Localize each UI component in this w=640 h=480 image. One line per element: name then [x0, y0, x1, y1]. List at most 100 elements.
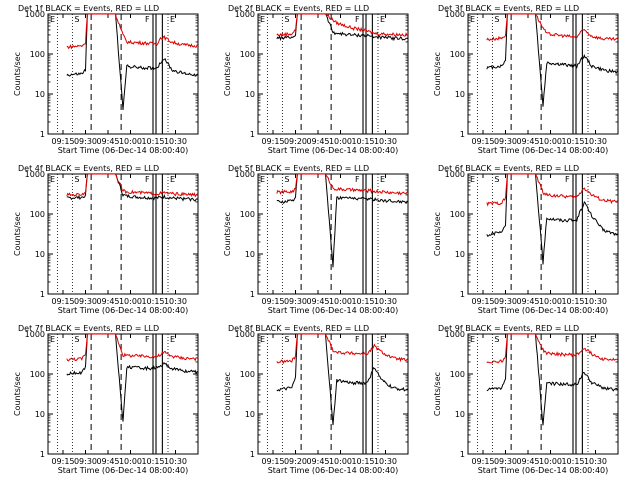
- plot-frame: [47, 173, 199, 295]
- x-tick-label: 09:45: [306, 137, 329, 146]
- y-tick-label: 100: [450, 50, 465, 59]
- y-tick-label: 1: [460, 450, 465, 459]
- x-tick-label: 09:15: [261, 137, 284, 146]
- y-tick-label: 1: [40, 130, 45, 139]
- region-label-s: S: [74, 15, 79, 24]
- x-tick-label: 09:15: [51, 297, 74, 306]
- x-tick-label: 10:00: [539, 137, 562, 146]
- x-tick-label: 09:45: [306, 457, 329, 466]
- lld-series-line: [486, 334, 618, 364]
- x-tick-label: 10:30: [374, 297, 397, 306]
- y-tick-label: 10: [245, 90, 255, 99]
- chart-panel: Det 4f BLACK = Events, RED = LLD 1 10 100 10…: [13, 164, 199, 315]
- panel-title: Det 5f BLACK = Events, RED = LLD: [228, 164, 369, 173]
- region-label-e: E: [170, 15, 175, 24]
- panel-title: Det 2f BLACK = Events, RED = LLD: [228, 4, 369, 13]
- plot-frame: [47, 333, 199, 455]
- region-label-s: S: [494, 175, 499, 184]
- x-axis-label: Start Time (06-Dec-14 08:00:40): [58, 306, 189, 315]
- x-tick-label: 10:00: [329, 137, 352, 146]
- panel-title: Det 8f BLACK = Events, RED = LLD: [228, 324, 369, 333]
- events-series-line: [486, 334, 618, 426]
- x-tick-label: 09:30: [74, 457, 97, 466]
- plot-frame: [257, 333, 409, 455]
- region-label-e: E: [50, 335, 55, 344]
- chart-panel: Det 5f BLACK = Events, RED = LLD 1 10 100 10…: [223, 164, 409, 315]
- x-axis-label: Start Time (06-Dec-14 08:00:40): [268, 466, 399, 475]
- y-tick-label: 1: [250, 450, 255, 459]
- y-tick-label: 10: [455, 410, 465, 419]
- region-label-e: E: [50, 175, 55, 184]
- x-tick-label: 10:30: [164, 137, 187, 146]
- y-tick-label: 10: [35, 250, 45, 259]
- region-label-e: E: [380, 335, 385, 344]
- region-label-f: F: [565, 15, 570, 24]
- region-label-e: E: [380, 15, 385, 24]
- region-label-s: S: [494, 15, 499, 24]
- x-tick-label: 10:30: [584, 457, 607, 466]
- x-tick-label: 09:45: [96, 297, 119, 306]
- x-tick-label: 09:45: [96, 457, 119, 466]
- region-label-s: S: [74, 175, 79, 184]
- events-series-line: [66, 14, 198, 111]
- chart-panel: Det 6f BLACK = Events, RED = LLD 1 10 100 10…: [433, 164, 619, 315]
- y-tick-label: 1000: [445, 10, 465, 19]
- x-tick-label: 09:30: [74, 297, 97, 306]
- y-axis-label: Counts/sec: [223, 372, 232, 416]
- x-tick-label: 09:20: [284, 137, 307, 146]
- region-label-s: S: [284, 335, 289, 344]
- y-tick-label: 1000: [235, 170, 255, 179]
- x-tick-label: 10:30: [374, 457, 397, 466]
- region-label-f: F: [145, 15, 150, 24]
- y-axis-label: Counts/sec: [433, 52, 442, 96]
- x-tick-label: 09:30: [494, 297, 517, 306]
- y-tick-label: 100: [30, 50, 45, 59]
- y-tick-label: 1000: [25, 330, 45, 339]
- x-axis-label: Start Time (06-Dec-14 08:00:40): [58, 146, 189, 155]
- x-tick-label: 10:15: [351, 457, 374, 466]
- region-label-f: F: [145, 175, 150, 184]
- x-tick-label: 10:15: [141, 297, 164, 306]
- x-tick-label: 10:30: [164, 457, 187, 466]
- x-axis-label: Start Time (06-Dec-14 08:00:40): [268, 306, 399, 315]
- x-tick-label: 10:00: [329, 457, 352, 466]
- x-tick-label: 10:30: [164, 297, 187, 306]
- lld-series-line: [276, 174, 408, 196]
- x-tick-label: 09:15: [471, 297, 494, 306]
- chart-panel: Det 9f BLACK = Events, RED = LLD 1 10 100 10…: [433, 324, 619, 475]
- y-tick-label: 10: [455, 250, 465, 259]
- x-tick-label: 10:30: [374, 137, 397, 146]
- region-label-f: F: [565, 175, 570, 184]
- x-tick-label: 09:45: [96, 137, 119, 146]
- plot-frame: [467, 173, 619, 295]
- region-label-e: E: [590, 15, 595, 24]
- x-tick-label: 09:45: [516, 457, 539, 466]
- y-tick-label: 10: [35, 410, 45, 419]
- region-label-f: F: [355, 175, 360, 184]
- x-tick-label: 09:30: [284, 297, 307, 306]
- y-tick-label: 10: [245, 410, 255, 419]
- y-tick-label: 100: [450, 210, 465, 219]
- region-label-e: E: [470, 15, 475, 24]
- y-axis-label: Counts/sec: [13, 212, 22, 256]
- chart-panel: Det 3f BLACK = Events, RED = LLD 1 10 100 10…: [433, 4, 619, 155]
- y-tick-label: 1: [460, 130, 465, 139]
- x-tick-label: 10:00: [119, 457, 142, 466]
- chart-panel: Det 7f BLACK = Events, RED = LLD 1 10 100 10…: [13, 324, 199, 475]
- region-label-e: E: [380, 175, 385, 184]
- x-tick-label: 09:15: [471, 457, 494, 466]
- events-series-line: [66, 174, 198, 202]
- x-tick-label: 09:45: [306, 297, 329, 306]
- region-label-e: E: [50, 15, 55, 24]
- region-label-e: E: [470, 175, 475, 184]
- y-tick-label: 1: [460, 290, 465, 299]
- chart-panel: Det 1f BLACK = Events, RED = LLD 1 10 100 10…: [13, 4, 199, 155]
- y-axis-label: Counts/sec: [433, 372, 442, 416]
- y-tick-label: 100: [240, 50, 255, 59]
- x-tick-label: 09:45: [516, 137, 539, 146]
- region-label-s: S: [284, 15, 289, 24]
- events-series-line: [276, 334, 408, 426]
- region-label-e: E: [260, 335, 265, 344]
- panel-title: Det 7f BLACK = Events, RED = LLD: [18, 324, 159, 333]
- region-label-e: E: [590, 335, 595, 344]
